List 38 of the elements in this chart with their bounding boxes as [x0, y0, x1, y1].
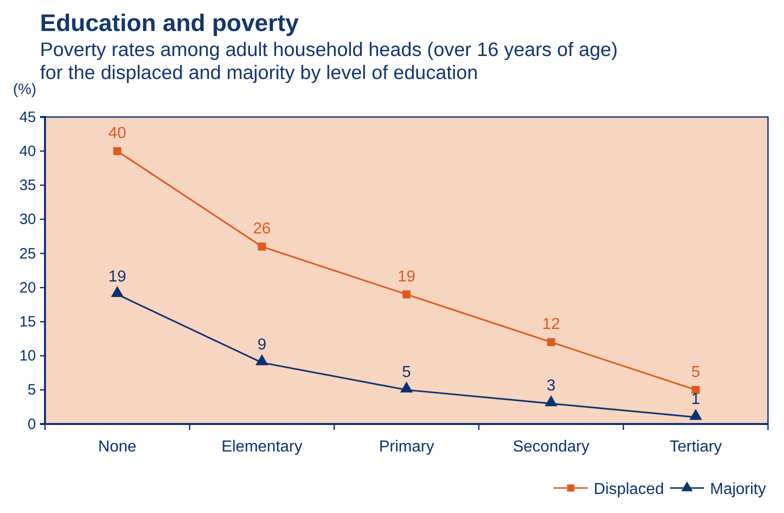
y-tick-label: 15 — [19, 313, 36, 330]
y-tick-label: 40 — [19, 142, 36, 160]
y-tick-label: 20 — [19, 279, 36, 296]
data-label: 26 — [253, 220, 271, 238]
data-label: 5 — [402, 364, 412, 381]
legend-label: Majority — [710, 481, 766, 498]
point — [113, 147, 122, 156]
data-label: 19 — [398, 268, 416, 286]
x-tick-label: Primary — [378, 438, 434, 456]
x-tick-label: Secondary — [512, 438, 590, 456]
data-label: 12 — [542, 316, 560, 334]
y-tick-label: 35 — [19, 177, 36, 194]
x-tick-label: Elementary — [221, 438, 302, 456]
data-label: 40 — [108, 125, 126, 142]
y-tick-label: 5 — [28, 382, 36, 399]
data-label: 5 — [691, 364, 700, 381]
y-tick-label: 30 — [19, 211, 36, 228]
y-tick-label: 0 — [28, 416, 36, 433]
point — [402, 290, 410, 298]
y-tick-label: 10 — [19, 348, 36, 365]
point — [544, 395, 558, 406]
y-tick-label: 45 — [19, 108, 36, 126]
point — [400, 382, 413, 393]
legend-label: Displaced — [594, 481, 664, 498]
y-axis-title: (%) — [13, 81, 36, 98]
chart-subtitle: Poverty rates among adult household heads (over 16 years of age) for the displaced and majority by level of education — [40, 39, 618, 84]
point — [110, 286, 124, 298]
data-label: 19 — [108, 268, 126, 286]
point — [689, 408, 702, 420]
point — [258, 242, 266, 251]
chart-title: Education and poverty — [40, 10, 300, 37]
data-label: 3 — [546, 378, 556, 395]
y-tick-label: 25 — [19, 245, 36, 262]
data-label: 9 — [257, 336, 266, 354]
x-tick-label: None — [98, 438, 137, 456]
x-tick-label: Tertiary — [669, 438, 722, 456]
point — [256, 354, 268, 366]
data-label: 1 — [691, 391, 700, 408]
